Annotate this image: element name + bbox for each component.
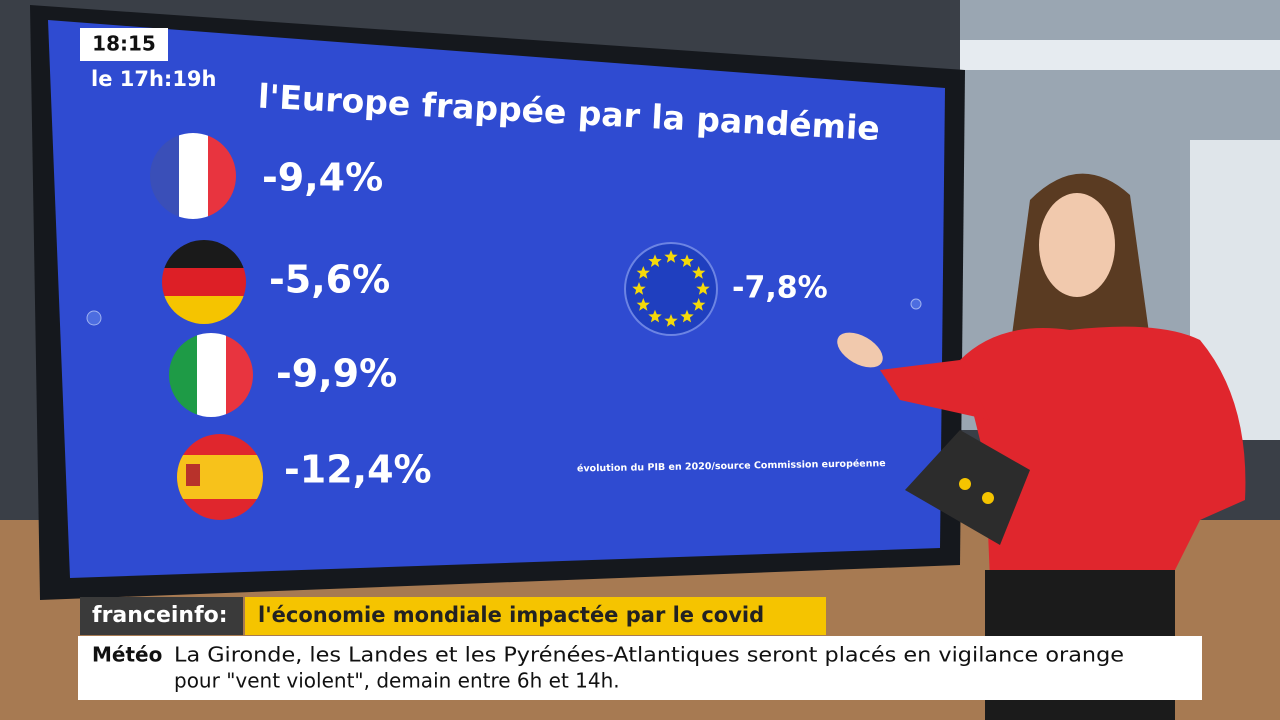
eu-star (648, 254, 662, 267)
ticker-line: pour "vent violent", demain entre 6h et … (174, 669, 620, 693)
eu-star (680, 309, 694, 323)
eu-star (664, 314, 678, 327)
eu-star (636, 298, 650, 311)
eu-star (696, 282, 710, 295)
eu-value: -7,8% (732, 271, 828, 306)
ticker-box (78, 636, 1202, 700)
country-value: -5,6% (269, 258, 390, 302)
screen-button (910, 298, 922, 310)
brand: franceinfo: (92, 603, 228, 628)
flag-spain (177, 434, 263, 520)
headline-box (245, 597, 826, 635)
eu-star (680, 254, 694, 267)
studio-beam (960, 40, 1280, 70)
program-name: le 17h:19h (91, 67, 217, 91)
country-value: -9,9% (276, 352, 397, 396)
brand-box (80, 597, 243, 635)
eu-emblem (624, 242, 718, 336)
clock: 18:15 (92, 32, 156, 56)
headline: l'économie mondiale impactée par le covi… (258, 603, 764, 627)
eu-star (664, 250, 678, 263)
eu-star (632, 282, 646, 295)
eu-stars (632, 250, 710, 327)
screen-button (86, 310, 102, 326)
screen (48, 20, 945, 578)
source-note: évolution du PIB en 2020/source Commissi… (577, 458, 886, 474)
clock-box (80, 28, 168, 61)
eu-star (648, 309, 662, 323)
eu-star (692, 266, 706, 279)
eu-star (692, 298, 706, 311)
ticker-label: Météo (92, 643, 162, 667)
country-value: -9,4% (262, 156, 383, 200)
country-value: -12,4% (284, 448, 432, 492)
ticker-line: La Gironde, les Landes et les Pyrénées-A… (174, 643, 1124, 667)
eu-star (636, 266, 650, 279)
